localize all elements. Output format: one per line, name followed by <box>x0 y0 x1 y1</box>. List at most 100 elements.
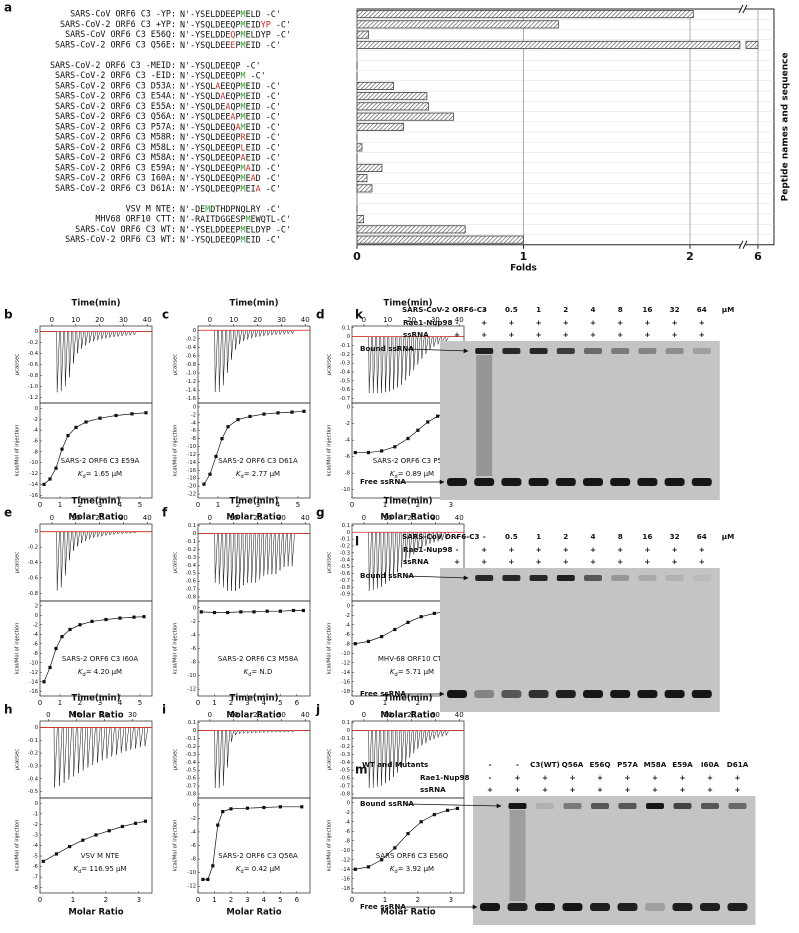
row-name: ssRNA <box>403 557 429 566</box>
isotherm-point <box>214 454 218 459</box>
molar-axis-label: Molar Ratio <box>68 513 123 523</box>
time-tick-label: 20 <box>95 316 104 324</box>
upper-y-tick-label: -0.7 <box>340 396 350 402</box>
time-axis-label: Time(min) <box>72 694 121 704</box>
peptide-sequence: N'-YSELDDEEPMELD -C' <box>180 9 281 19</box>
upper-y-tick-label: -0.6 <box>28 575 38 581</box>
isotherm-point <box>432 813 436 817</box>
upper-y-tick-label: -0.8 <box>28 591 38 597</box>
kd-label: Kd= N.D <box>244 668 273 678</box>
lower-y-tick-label: -2 <box>191 619 196 625</box>
row-mark: + <box>542 773 548 782</box>
row-mark: + <box>508 545 514 554</box>
kd-label: Kd= 1.65 μM <box>78 470 122 480</box>
peptide-name: SARS-CoV ORF6 C3 WT: <box>75 224 176 234</box>
kd-symbol: K <box>390 865 396 873</box>
molar-tick-label: 5 <box>138 501 142 509</box>
upper-y-tick-label: -0.2 <box>340 352 350 358</box>
sequence-segment: M <box>246 214 251 224</box>
bound-band <box>584 348 602 354</box>
row-name: Rae1-Nup98 <box>420 773 470 782</box>
lower-y-tick-label: -4 <box>345 819 351 825</box>
molar-tick-label: 0 <box>38 699 42 707</box>
upper-y-axis-label: μcal/sec <box>173 552 179 573</box>
sequence-segment: ELDYP -C' <box>246 224 291 234</box>
isotherm-point <box>206 877 210 882</box>
molar-tick-label: 4 <box>262 699 267 707</box>
lower-y-tick-label: -6 <box>33 864 38 870</box>
row-mark: + <box>652 773 658 782</box>
lane-label: - <box>456 305 459 314</box>
upper-y-tick-label: -0.7 <box>340 784 350 790</box>
upper-y-tick-label: -0.6 <box>340 387 350 393</box>
bound-band <box>646 803 664 809</box>
sequence-segment: M <box>241 224 246 234</box>
upper-y-tick-label: -0.7 <box>340 578 350 584</box>
lane-label: 64 <box>697 532 707 541</box>
time-axis-label: Time(min) <box>230 497 279 507</box>
lower-y-tick-label: 0 <box>347 603 350 609</box>
row-name: Rae1-Nup98 <box>403 545 453 554</box>
kd-value: = 5.71 μM <box>398 668 434 676</box>
bound-band <box>529 575 548 581</box>
panel-letter: c <box>162 308 169 322</box>
row-mark: + <box>617 557 623 566</box>
lower-y-tick-label: -10 <box>30 460 38 466</box>
bound-band <box>556 575 575 581</box>
panel-letter: f <box>162 506 168 520</box>
free-band <box>474 690 495 698</box>
lower-y-tick-label: -14 <box>188 460 197 466</box>
lower-y-tick-label: -16 <box>188 468 196 474</box>
molar-tick-label: 2 <box>78 699 82 707</box>
free-band <box>583 478 603 486</box>
time-tick-label: 20 <box>407 514 416 522</box>
kd-subscript: d <box>248 672 251 678</box>
upper-y-tick-label: 0 <box>193 328 196 334</box>
time-tick-label: 30 <box>119 514 128 522</box>
molar-tick-label: 3 <box>137 896 141 904</box>
axis-break <box>742 240 748 249</box>
lower-y-tick-label: -10 <box>342 487 350 493</box>
row-mark: + <box>569 785 575 794</box>
bound-band <box>638 575 657 581</box>
lane-label: D61A <box>727 760 749 769</box>
kd-subscript: d <box>83 474 86 480</box>
lower-frame <box>351 797 465 894</box>
sequence-segment: N'-YSQLDEEQP <box>180 142 241 152</box>
bound-band <box>475 348 494 354</box>
lower-y-tick-label: -8 <box>345 471 350 477</box>
upper-y-tick-label: -1.2 <box>186 379 196 385</box>
molar-tick-label: 5 <box>278 896 282 904</box>
isotherm-point <box>248 414 252 419</box>
lower-y-tick-label: -12 <box>188 884 196 890</box>
lower-y-tick-label: -14 <box>342 670 351 676</box>
upper-y-tick-label: -0.7 <box>186 587 196 593</box>
lane-label: E56Q <box>589 760 610 769</box>
bar <box>356 174 368 183</box>
sequence-segment: M <box>241 111 246 121</box>
molar-tick-label: 2 <box>416 501 420 509</box>
upper-y-axis-label: μcal/sec <box>15 749 21 770</box>
time-tick-label: 40 <box>455 316 464 324</box>
molar-tick-label: 2 <box>104 896 108 904</box>
peptide-name: SARS-CoV-2 ORF6 C3 P57A: <box>55 121 176 131</box>
isotherm-point <box>221 809 225 814</box>
row-mark: + <box>597 773 603 782</box>
lower-y-tick-label: -4 <box>33 843 39 849</box>
free-band <box>535 903 555 911</box>
free-band <box>691 478 712 486</box>
upper-y-axis-label: μcal/sec <box>173 749 179 770</box>
upper-y-tick-label: -0.1 <box>186 736 196 742</box>
row-mark: + <box>679 785 685 794</box>
isotherm-fit <box>355 808 458 870</box>
kd-symbol: K <box>236 470 242 478</box>
molar-tick-label: 4 <box>262 896 267 904</box>
time-tick-label: 30 <box>431 514 440 522</box>
isotherm-point <box>366 865 371 869</box>
x-tick-label: 1 <box>520 250 528 263</box>
lower-y-tick-label: -8 <box>33 885 38 891</box>
molar-axis-label: Molar Ratio <box>226 908 281 918</box>
lane-label: I60A <box>701 760 720 769</box>
time-tick-label: 0 <box>208 711 212 719</box>
